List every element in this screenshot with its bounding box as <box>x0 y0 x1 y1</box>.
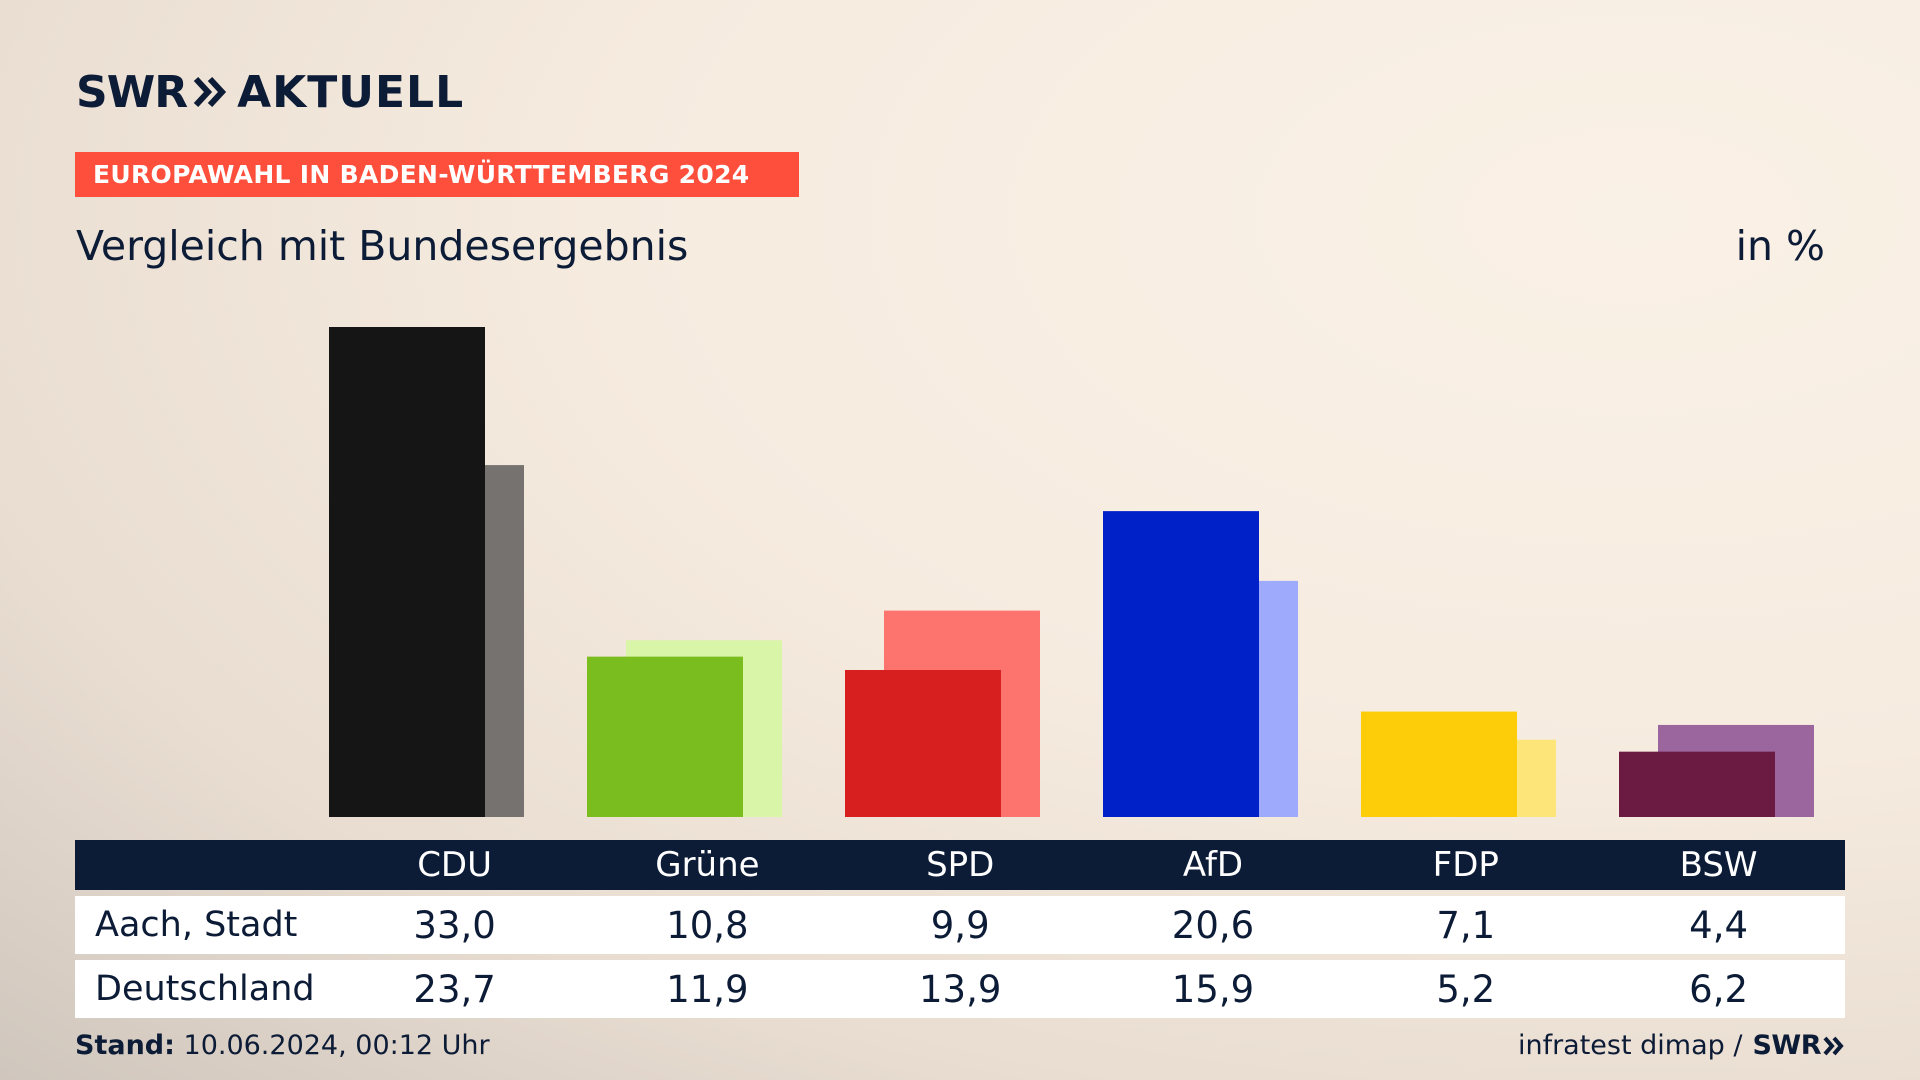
logo-swr-text: SWR <box>76 66 188 118</box>
bar-cdu-aach <box>329 327 485 817</box>
row-label: Deutschland <box>95 969 315 1009</box>
header-cell: SPD <box>926 845 995 885</box>
table-cell: 6,2 <box>1689 967 1748 1011</box>
table-row: Aach, Stadt 33,0 10,8 9,9 20,6 7,1 4,4 <box>75 896 1845 954</box>
table-row: Deutschland 23,7 11,9 13,9 15,9 5,2 6,2 <box>75 960 1845 1018</box>
source-text: infratest dimap / <box>1517 1030 1743 1061</box>
table-cell: 23,7 <box>413 967 496 1011</box>
header-cell: Grüne <box>655 845 760 885</box>
table-cell: 33,0 <box>413 903 496 947</box>
double-chevron-icon <box>193 76 227 108</box>
header-cell: AfD <box>1182 845 1244 885</box>
unit-label: in % <box>1735 222 1825 270</box>
table-cell: 9,9 <box>930 903 990 947</box>
bar-grüne-aach <box>587 656 743 817</box>
stand-value: 10.06.2024, 00:12 Uhr <box>183 1030 490 1061</box>
table-cell: 10,8 <box>666 903 749 947</box>
logo-aktuell-text: AKTUELL <box>237 66 465 118</box>
election-badge: EUROPAWAHL IN BADEN-WÜRTTEMBERG 2024 <box>75 152 799 197</box>
bar-afd-aach <box>1103 511 1259 817</box>
bar-spd-aach <box>845 670 1001 817</box>
table-cell: 7,1 <box>1436 903 1496 947</box>
table-cell: 13,9 <box>919 967 1002 1011</box>
table-cell: 15,9 <box>1171 967 1255 1011</box>
double-chevron-icon <box>1823 1036 1844 1055</box>
swr-aktuell-logo: SWR AKTUELL <box>76 66 464 118</box>
results-table: CDU Grüne SPD AfD FDP BSW Aach, Stadt 33… <box>75 840 1845 1018</box>
bar-fdp-aach <box>1361 711 1517 817</box>
table-cell: 4,4 <box>1689 903 1748 947</box>
table-cell: 20,6 <box>1171 903 1255 947</box>
timestamp: Stand: 10.06.2024, 00:12 Uhr <box>75 1030 490 1061</box>
bar-bsw-aach <box>1619 751 1775 817</box>
stand-label: Stand: <box>75 1030 175 1061</box>
header-cell: FDP <box>1432 845 1499 885</box>
table-header: CDU Grüne SPD AfD FDP BSW <box>75 840 1845 890</box>
chart-subtitle: Vergleich mit Bundesergebnis <box>76 222 689 270</box>
header-cell: BSW <box>1679 845 1758 885</box>
table-cell: 11,9 <box>666 967 749 1011</box>
table-cell: 5,2 <box>1436 967 1496 1011</box>
swr-small-logo: SWR <box>1752 1030 1821 1061</box>
row-label: Aach, Stadt <box>95 905 298 945</box>
source-credit: infratest dimap / SWR <box>1518 1030 1845 1061</box>
header-cell: CDU <box>417 845 492 885</box>
